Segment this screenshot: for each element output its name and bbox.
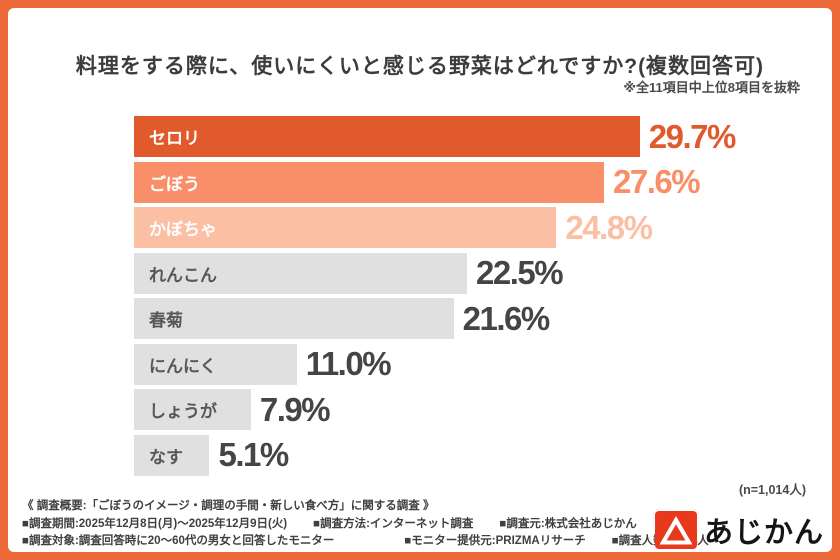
bar-value-label: 5.1% xyxy=(218,436,289,473)
bar-category-label: 春菊 xyxy=(149,311,183,330)
bar-value-label: 22.5% xyxy=(476,254,564,291)
bar-value-label: 21.6% xyxy=(462,299,551,337)
survey-source: ■調査元:株式会社あじかん xyxy=(499,517,637,530)
bar-category-label: にんにく xyxy=(149,356,217,376)
bar-row: かぼちゃ 24.8% xyxy=(134,207,812,248)
bar-chart: セロリ 29.7% ごぼう 27.6% かぼちゃ 24.8% れんこん 22.5% 春菊 21.6… xyxy=(134,116,812,480)
bar-row: ごぼう 27.6% xyxy=(134,161,812,203)
bar-category-label: しょうが xyxy=(149,402,217,421)
bar: れんこん xyxy=(134,252,467,294)
bar-value-label: 29.7% xyxy=(648,117,737,155)
ajikan-logo-text: あじかん xyxy=(703,517,824,549)
bar-category-label: れんこん xyxy=(149,265,217,285)
bar: ごぼう xyxy=(134,161,605,203)
bar-category-label: セロリ xyxy=(149,129,200,148)
bar-row: セロリ 29.7% xyxy=(134,116,812,157)
ajikan-logo: あじかん xyxy=(654,509,824,551)
bar-category-label: なす xyxy=(149,447,183,467)
bar-row: 春菊 21.6% xyxy=(134,298,812,339)
sample-size-note: (n=1,014人) xyxy=(738,483,806,497)
bar-row: しょうが 7.9% xyxy=(134,389,812,430)
bar: にんにく xyxy=(134,343,297,385)
survey-overview-heading: 《 調査概要:「ごぼうのイメージ・調理の手間・新しい食べ方」に関する調査 》 xyxy=(22,500,435,512)
bar-category-label: かぼちゃ xyxy=(149,220,217,239)
bar: セロリ xyxy=(134,116,640,157)
bar-value-label: 7.9% xyxy=(259,390,331,428)
survey-target: ■調査対象:調査回答時に20〜60代の男女と回答したモニター xyxy=(22,535,335,547)
survey-method: ■調査方法:インターネット調査 xyxy=(313,517,474,530)
selection-note: ※全11項目中上位8項目を抜粋 xyxy=(623,80,800,95)
monitor-provider: ■モニター提供元:PRIZMAリサーチ xyxy=(404,535,586,547)
ajikan-triangle-icon xyxy=(654,511,697,549)
bar: しょうが xyxy=(134,389,251,430)
survey-period: ■調査期間:2025年12月8日(月)〜2025年12月9日(火) xyxy=(22,517,288,530)
bar-value-label: 24.8% xyxy=(565,208,653,246)
bar: かぼちゃ xyxy=(134,207,557,248)
bar-category-label: ごぼう xyxy=(149,174,200,194)
bar-row: にんにく 11.0% xyxy=(134,343,812,385)
bar: 春菊 xyxy=(134,298,454,339)
bar-value-label: 27.6% xyxy=(613,163,701,200)
bar-row: れんこん 22.5% xyxy=(134,252,812,294)
bar-row: なす 5.1% xyxy=(134,434,812,476)
survey-overview-row: ■調査期間:2025年12月8日(月)〜2025年12月9日(火) ■調査方法:イ… xyxy=(22,516,709,534)
bar-value-label: 11.0% xyxy=(305,345,392,382)
chart-card: 料理をする際に、使いにくいと感じる野菜はどれですか?(複数回答可) ※全11項目… xyxy=(8,8,832,552)
survey-overview: 《 調査概要:「ごぼうのイメージ・調理の手間・新しい食べ方」に関する調査 》 ■… xyxy=(22,498,709,551)
page-title: 料理をする際に、使いにくいと感じる野菜はどれですか?(複数回答可) xyxy=(75,55,765,79)
survey-overview-row: ■調査対象:調査回答時に20〜60代の男女と回答したモニター ■モニター提供元:P… xyxy=(22,533,709,551)
bar: なす xyxy=(134,434,210,476)
